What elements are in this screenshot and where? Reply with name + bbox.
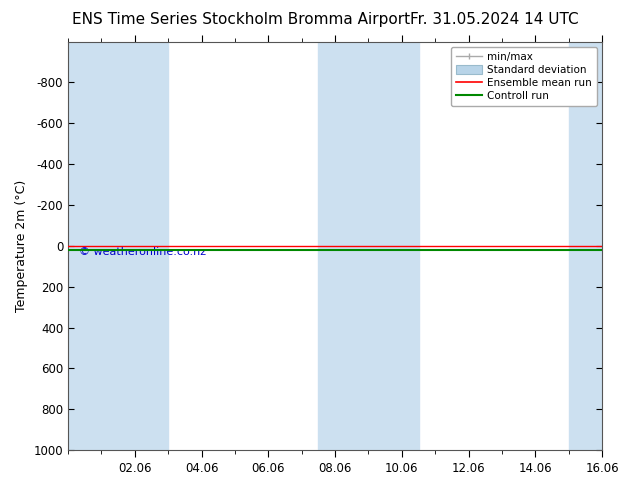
Bar <box>368 42 418 450</box>
Text: ENS Time Series Stockholm Bromma Airport: ENS Time Series Stockholm Bromma Airport <box>72 12 410 27</box>
Bar <box>318 42 368 450</box>
Legend: min/max, Standard deviation, Ensemble mean run, Controll run: min/max, Standard deviation, Ensemble me… <box>451 47 597 106</box>
Text: Fr. 31.05.2024 14 UTC: Fr. 31.05.2024 14 UTC <box>410 12 579 27</box>
Bar <box>68 42 118 450</box>
Y-axis label: Temperature 2m (°C): Temperature 2m (°C) <box>15 180 28 312</box>
Bar <box>569 42 602 450</box>
Bar <box>118 42 168 450</box>
Text: © weatheronline.co.nz: © weatheronline.co.nz <box>79 247 206 257</box>
